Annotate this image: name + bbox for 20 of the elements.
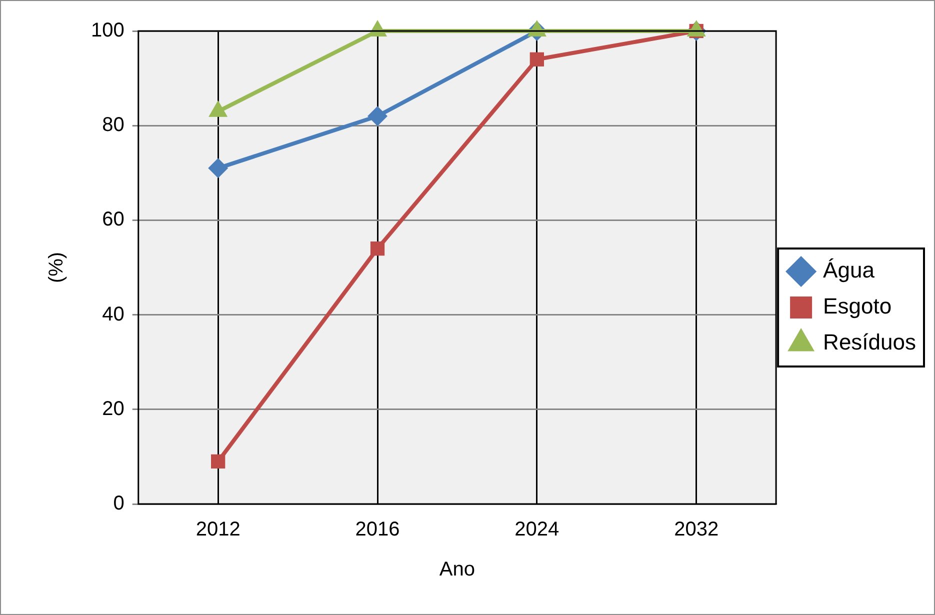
point <box>208 158 228 178</box>
x-tick-label: 2012 <box>196 518 240 541</box>
point <box>370 242 385 256</box>
y-tick-label: 40 <box>102 303 124 326</box>
legend-label: Esgoto <box>823 294 892 319</box>
y-axis-title: (%) <box>46 252 68 284</box>
point <box>368 106 388 126</box>
x-tick-label: 2024 <box>514 518 560 541</box>
legend-label: Resíduos <box>823 330 916 355</box>
legend-label: Água <box>823 258 876 283</box>
y-tick-label: 60 <box>102 208 124 231</box>
point <box>211 454 226 468</box>
y-tick-label: 20 <box>102 398 124 420</box>
x-tick-label: 2032 <box>674 518 719 541</box>
y-tick-label: 0 <box>113 492 124 515</box>
x-axis-title: Ano <box>439 558 476 581</box>
x-tick-label: 2016 <box>355 518 400 541</box>
y-tick-label: 100 <box>90 20 124 42</box>
point <box>530 52 544 66</box>
y-tick-label: 80 <box>102 114 124 136</box>
